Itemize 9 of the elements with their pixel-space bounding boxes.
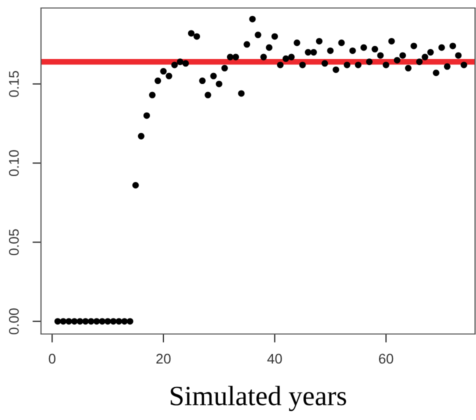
y-tick-label: 0.15 <box>8 71 19 97</box>
y-tick-label: 0.05 <box>8 229 19 256</box>
x-tick-label: 60 <box>378 354 394 364</box>
x-tick-label: 40 <box>267 354 282 364</box>
y-tick-label: 0.00 <box>8 308 19 334</box>
x-tick-label: 20 <box>156 354 171 364</box>
y-tick-label: 0.10 <box>8 150 19 176</box>
x-axis-title: Simulated years <box>170 386 346 412</box>
x-tick-label: 0 <box>48 354 56 364</box>
